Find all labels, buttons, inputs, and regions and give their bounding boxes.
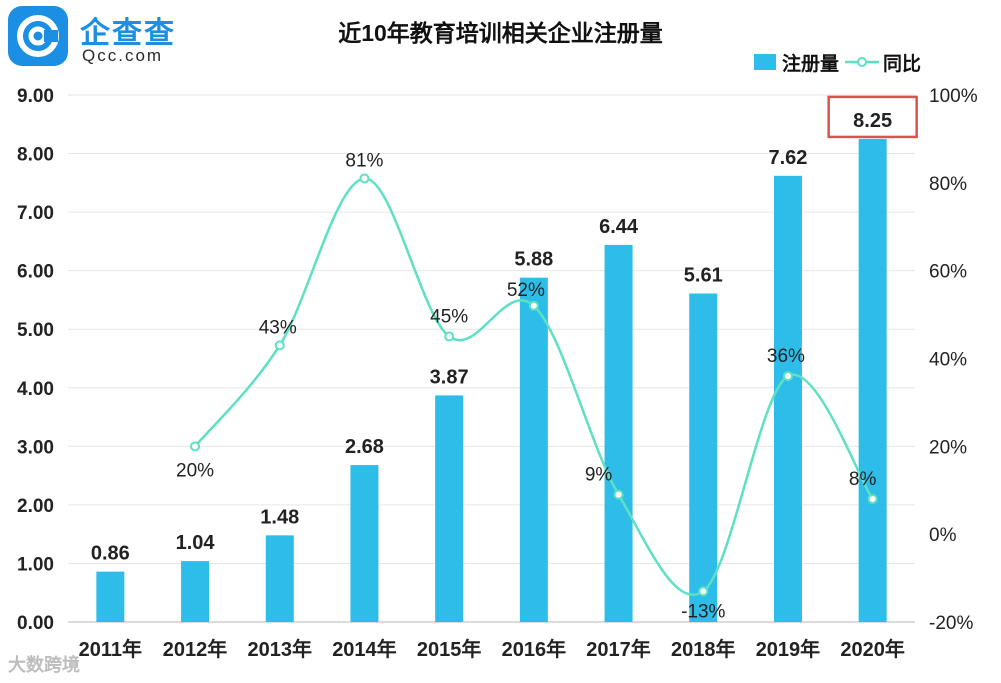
line-value-label: 81% bbox=[345, 150, 383, 171]
x-tick-label: 2013年 bbox=[248, 637, 313, 661]
watermark: 大数跨境 bbox=[8, 655, 80, 675]
line-point bbox=[359, 173, 370, 184]
chart-title: 近10年教育培训相关企业注册量 bbox=[338, 20, 663, 46]
logo-sub: Qcc.com bbox=[82, 46, 164, 65]
x-tick-label: 2011年 bbox=[79, 637, 142, 661]
y-right-tick-label: 80% bbox=[929, 174, 967, 195]
legend-line-swatch bbox=[844, 57, 879, 67]
bar-value-label: 5.61 bbox=[684, 265, 723, 287]
line-value-label: 8% bbox=[849, 469, 877, 490]
bar-value-label: 1.04 bbox=[176, 532, 216, 554]
y-right-tick-label: -20% bbox=[929, 613, 973, 634]
y-left-tick-label: 6.00 bbox=[17, 262, 54, 283]
y-left-tick-label: 9.00 bbox=[17, 86, 54, 107]
y-right-tick-label: 0% bbox=[929, 525, 957, 546]
x-tick-label: 2014年 bbox=[332, 637, 397, 661]
highlight-box bbox=[827, 95, 918, 139]
line-point bbox=[528, 300, 539, 311]
x-tick-label: 2018年 bbox=[671, 637, 736, 661]
y-right-tick-label: 60% bbox=[929, 262, 967, 283]
bar-value-label: 7.62 bbox=[768, 147, 807, 169]
bar bbox=[604, 244, 633, 622]
y-left-tick-label: 2.00 bbox=[17, 496, 54, 517]
qcc-logo: 企查查 Qcc.com bbox=[8, 6, 208, 72]
x-tick-label: 2016年 bbox=[502, 637, 567, 661]
bar bbox=[858, 138, 887, 622]
bar bbox=[265, 535, 294, 622]
line-value-label: 20% bbox=[176, 460, 214, 481]
line-value-label: 45% bbox=[430, 307, 468, 328]
line-point bbox=[782, 371, 793, 382]
line-point bbox=[867, 494, 878, 505]
bar-value-label: 0.86 bbox=[91, 543, 130, 565]
x-tick-label: 2015年 bbox=[417, 637, 482, 661]
x-tick-label: 2012年 bbox=[163, 637, 228, 661]
y-left-tick-label: 7.00 bbox=[17, 203, 54, 224]
y-left-tick-label: 8.00 bbox=[17, 145, 54, 166]
qcc-logo-icon bbox=[8, 6, 68, 66]
line-value-label: 9% bbox=[585, 465, 613, 486]
legend-bar-label: 注册量 bbox=[781, 53, 839, 75]
bar bbox=[689, 293, 718, 622]
bar-value-label: 6.44 bbox=[599, 216, 639, 238]
x-tick-label: 2020年 bbox=[840, 637, 905, 661]
bar bbox=[350, 465, 379, 622]
line-value-label: 36% bbox=[767, 346, 805, 367]
bar bbox=[181, 561, 210, 622]
legend-line-label: 同比 bbox=[882, 53, 921, 75]
y-left-tick-label: 5.00 bbox=[17, 320, 54, 341]
x-tick-label: 2019年 bbox=[756, 637, 821, 661]
bar bbox=[96, 571, 125, 622]
bar bbox=[435, 395, 464, 622]
bar bbox=[519, 277, 548, 622]
line-point bbox=[613, 489, 624, 500]
line-value-label: 52% bbox=[507, 280, 545, 301]
chart-legend: 注册量 同比 bbox=[753, 50, 921, 75]
line-point bbox=[274, 340, 285, 351]
bar-value-label: 2.68 bbox=[345, 436, 384, 458]
line-point bbox=[190, 441, 201, 452]
legend-bar-swatch bbox=[753, 54, 776, 70]
y-left-tick-label: 4.00 bbox=[17, 379, 54, 400]
line-value-label: -13% bbox=[681, 601, 725, 622]
y-left-tick-label: 3.00 bbox=[17, 437, 54, 458]
y-left-tick-label: 0.00 bbox=[17, 613, 54, 634]
bar-value-label: 5.88 bbox=[514, 249, 553, 271]
line-point bbox=[444, 331, 455, 342]
bar-value-label: 1.48 bbox=[260, 506, 299, 528]
bar bbox=[773, 175, 802, 622]
logo-name: 企查查 bbox=[80, 17, 176, 50]
bar-value-label: 3.87 bbox=[430, 366, 469, 388]
y-left-tick-label: 1.00 bbox=[17, 554, 54, 575]
line-point bbox=[698, 586, 709, 597]
x-tick-label: 2017年 bbox=[586, 637, 651, 661]
y-right-tick-label: 100% bbox=[929, 86, 978, 107]
y-right-tick-label: 20% bbox=[929, 437, 967, 458]
line-value-label: 43% bbox=[259, 317, 297, 338]
bar-value-label: 8.25 bbox=[853, 110, 892, 132]
y-right-tick-label: 40% bbox=[929, 350, 967, 371]
